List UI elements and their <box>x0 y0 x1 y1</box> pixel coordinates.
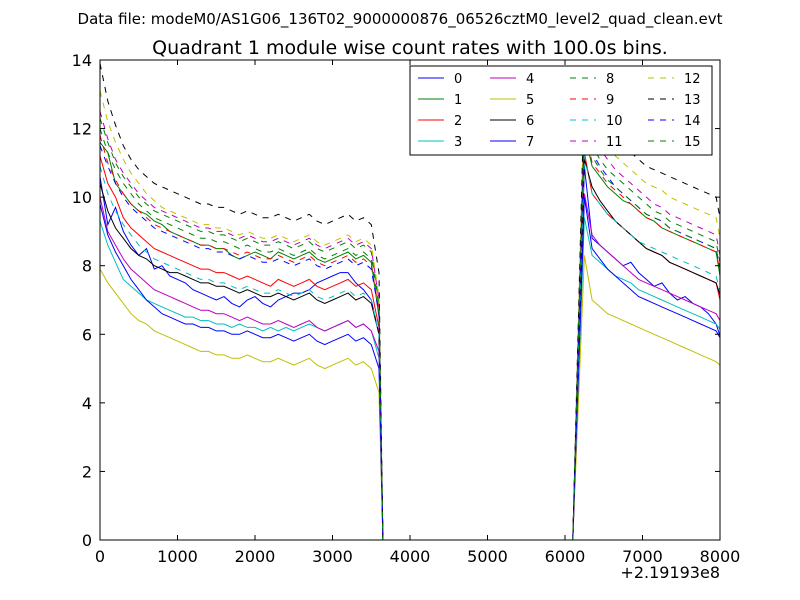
legend-label-0: 0 <box>454 72 462 87</box>
series-line-9 <box>100 125 720 540</box>
series-line-15 <box>100 118 720 540</box>
x-tick-label: 1000 <box>157 547 198 566</box>
y-tick-label: 2 <box>82 462 92 481</box>
series-line-12 <box>100 87 720 540</box>
y-tick-label: 4 <box>82 394 92 413</box>
x-tick-label: 7000 <box>622 547 663 566</box>
y-tick-label: 12 <box>72 120 92 139</box>
legend-label-15: 15 <box>684 135 701 150</box>
y-tick-label: 0 <box>82 531 92 550</box>
y-tick-label: 6 <box>82 325 92 344</box>
series-line-0 <box>100 166 720 540</box>
legend-label-5: 5 <box>526 93 534 108</box>
series-line-11 <box>100 100 720 540</box>
y-tick-label: 10 <box>72 188 92 207</box>
x-axis: 0 1000 2000 3000 4000 5000 6000 7000 8000 <box>95 60 740 566</box>
series-line-6 <box>100 159 720 540</box>
series-lines <box>100 63 720 540</box>
series-line-5 <box>100 255 720 540</box>
x-tick-label: 0 <box>95 547 105 566</box>
chart-title: Quadrant 1 module wise count rates with … <box>152 37 668 59</box>
legend-label-8: 8 <box>606 72 614 87</box>
y-tick-label: 8 <box>82 257 92 276</box>
series-line-7 <box>100 197 720 540</box>
x-tick-label: 8000 <box>700 547 741 566</box>
series-line-10 <box>100 155 720 540</box>
legend-label-4: 4 <box>526 72 534 87</box>
series-line-14 <box>100 128 720 540</box>
legend-label-1: 1 <box>454 93 462 108</box>
legend-label-6: 6 <box>526 114 534 129</box>
series-line-2 <box>100 152 720 540</box>
legend-label-13: 13 <box>684 93 701 108</box>
series-line-1 <box>100 131 720 540</box>
x-tick-label: 4000 <box>390 547 431 566</box>
legend-label-3: 3 <box>454 135 462 150</box>
series-line-8 <box>100 107 720 540</box>
legend-box <box>409 65 713 156</box>
x-tick-label: 6000 <box>545 547 586 566</box>
series-line-13 <box>100 63 720 540</box>
legend-label-12: 12 <box>684 72 701 87</box>
x-tick-label: 3000 <box>312 547 353 566</box>
x-offset-label: +2.19193e8 <box>620 563 720 582</box>
legend-label-10: 10 <box>606 114 623 129</box>
legend-label-9: 9 <box>606 93 614 108</box>
legend-label-14: 14 <box>684 114 701 129</box>
suptitle: Data file: modeM0/AS1G06_136T02_90000008… <box>78 10 723 29</box>
x-tick-label: 2000 <box>235 547 276 566</box>
y-tick-label: 14 <box>72 51 92 70</box>
legend-label-11: 11 <box>606 135 623 150</box>
series-line-4 <box>100 193 720 540</box>
legend-label-2: 2 <box>454 114 462 129</box>
x-tick-label: 5000 <box>467 547 508 566</box>
legend-label-7: 7 <box>526 135 534 150</box>
